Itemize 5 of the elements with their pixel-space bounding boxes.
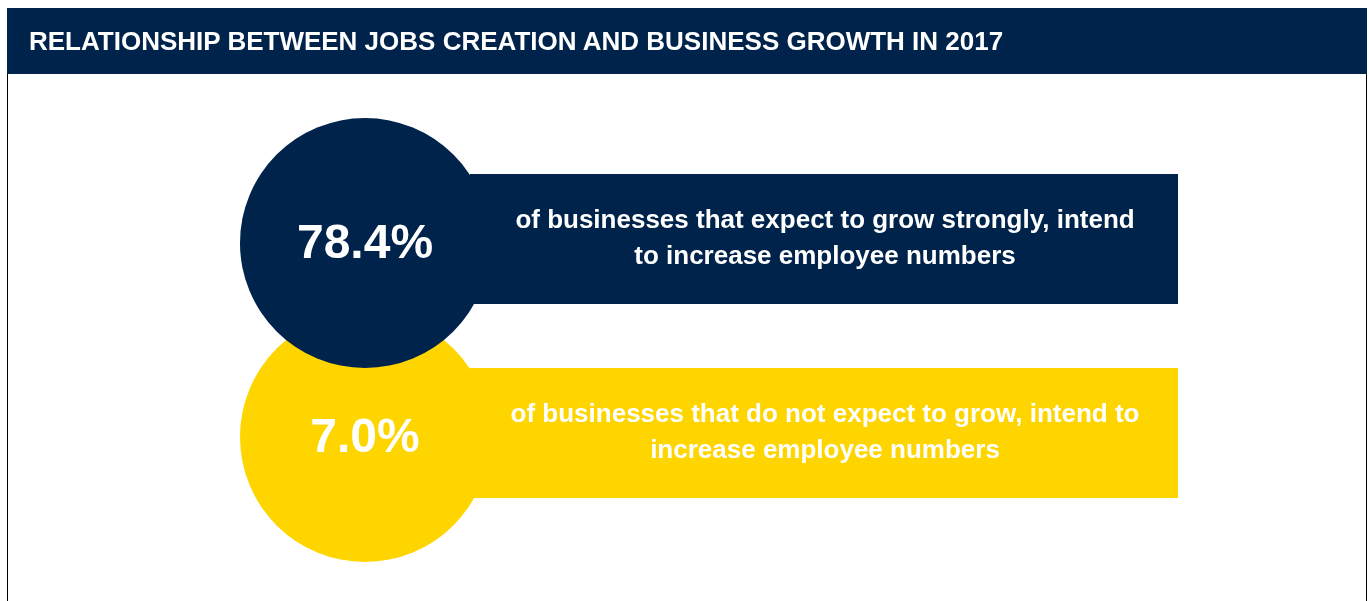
- text: RELATIONSHIP BETWEEN JOBS CREATION AND BUSINESS GROWTH IN 2017: [7, 8, 1367, 74]
- data-label: 78.4%: [296, 215, 434, 269]
- category-label: of businesses that expect to grow strongly, intend to increase employee numbers: [515, 204, 1135, 271]
- category-label: of businesses that do not expect to grow, intend to increase employee numbers: [510, 398, 1140, 465]
- data-label: 7.0%: [310, 409, 420, 463]
